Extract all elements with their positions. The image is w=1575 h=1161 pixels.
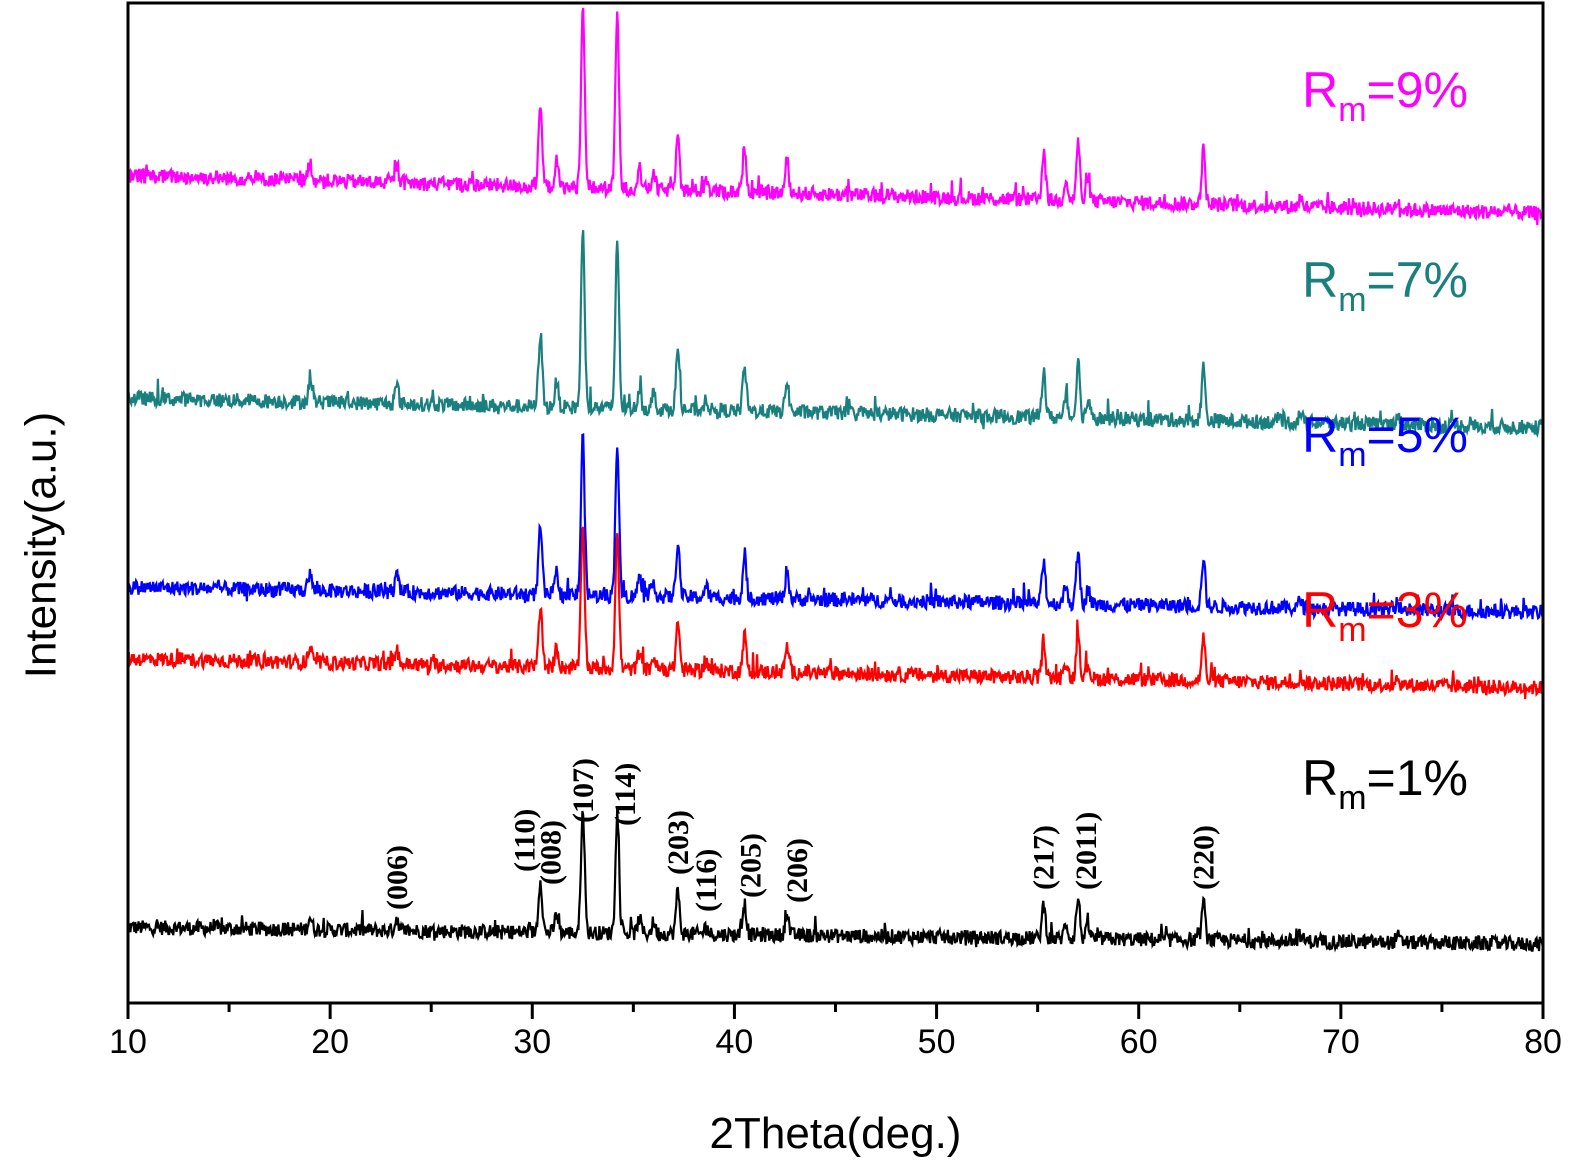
hkl-label-10: (217) bbox=[1028, 825, 1061, 890]
hkl-labels: (006) (110)(008)(107) (114) (203)(116) (205)… bbox=[381, 758, 1221, 912]
series-label-3: Rm=5% bbox=[1302, 407, 1468, 474]
hkl-label-6: (203) bbox=[662, 810, 695, 875]
x-tick-label-80: 80 bbox=[1524, 1023, 1562, 1061]
series-line-4 bbox=[127, 230, 1544, 439]
hkl-label-7: (116) bbox=[690, 849, 723, 912]
plot-frame bbox=[126, 1, 1545, 1005]
series-labels: Rm=1% Rm=3% Rm=5% Rm=7% Rm=9% bbox=[1302, 62, 1468, 817]
series-line-1 bbox=[127, 808, 1545, 953]
x-tick-labels: 10 20 30 40 50 60 70 80 bbox=[109, 1023, 1562, 1061]
hkl-label-8: (205) bbox=[735, 833, 768, 898]
x-tick-label-10: 10 bbox=[109, 1023, 147, 1061]
x-tick-label-60: 60 bbox=[1120, 1023, 1158, 1061]
x-tick-label-40: 40 bbox=[716, 1023, 754, 1061]
series-label-4: Rm=7% bbox=[1302, 252, 1468, 319]
y-axis-title: Intensity(a.u.) bbox=[17, 412, 66, 679]
x-tick-label-50: 50 bbox=[918, 1023, 956, 1061]
x-tick-label-70: 70 bbox=[1322, 1023, 1360, 1061]
x-tick-label-30: 30 bbox=[513, 1023, 551, 1061]
hkl-label-9: (206) bbox=[781, 838, 814, 903]
hkl-label-12: (220) bbox=[1187, 825, 1220, 890]
series-label-5: Rm=9% bbox=[1302, 62, 1468, 129]
hkl-label-2: (110) bbox=[508, 809, 541, 872]
hkl-label-1: (006) bbox=[381, 845, 414, 910]
hkl-label-11: (2011) bbox=[1070, 812, 1103, 890]
series-label-2: Rm=3% bbox=[1302, 582, 1468, 649]
series-line-5 bbox=[127, 7, 1545, 226]
series-line-3 bbox=[126, 433, 1545, 622]
curves-layer bbox=[126, 7, 1545, 953]
hkl-label-4: (107) bbox=[567, 758, 600, 823]
x-ticks bbox=[126, 1003, 1545, 1019]
x-tick-label-20: 20 bbox=[311, 1023, 349, 1061]
hkl-label-3: (008) bbox=[535, 820, 568, 885]
x-axis-title: 2Theta(deg.) bbox=[710, 1109, 962, 1158]
series-label-1: Rm=1% bbox=[1302, 750, 1468, 817]
hkl-label-5: (114) bbox=[609, 763, 642, 826]
series-line-2 bbox=[126, 526, 1545, 700]
